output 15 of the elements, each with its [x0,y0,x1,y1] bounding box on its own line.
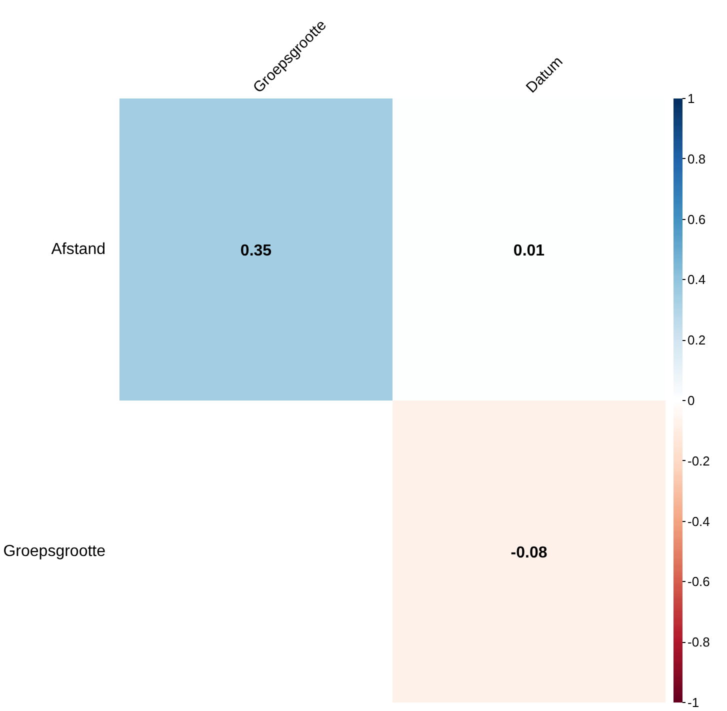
color-bar-label: -0.2 [688,453,710,468]
color-bar-label: -0.8 [688,634,710,650]
color-bar-label: 0.6 [688,212,706,227]
color-bar-label: 0.4 [688,272,706,288]
color-bar-label: -0.4 [688,514,710,529]
color-bar-label: 1 [688,91,695,106]
data-label: -0.08 [510,544,548,562]
data-label: 0.01 [513,242,545,260]
color-bar-label: 0.8 [688,151,706,166]
color-bar-label: 0 [688,393,695,408]
color-bar-label: 0.2 [688,332,706,348]
data-label: 0.35 [240,242,272,260]
y-tick-label: Afstand [51,241,106,258]
color-bar-label: -1 [688,695,700,710]
color-bar-label: -0.6 [688,574,710,590]
